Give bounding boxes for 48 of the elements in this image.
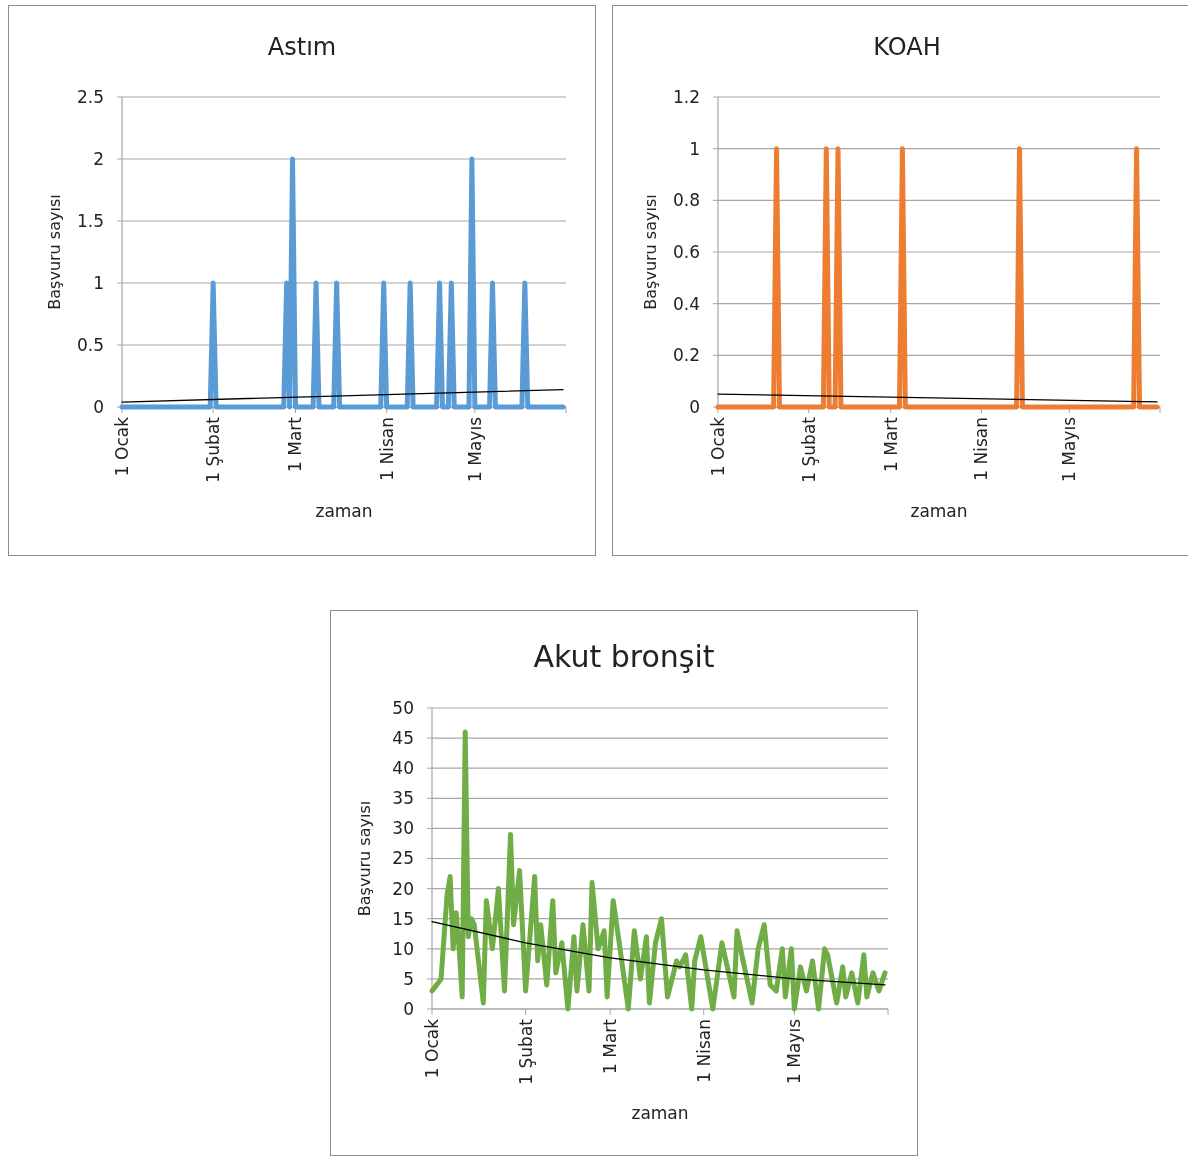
chart-title: Akut bronşit (533, 639, 715, 674)
y-tick-label: 45 (392, 728, 414, 749)
y-tick-label: 10 (392, 938, 414, 959)
y-tick-label: 50 (392, 697, 414, 718)
y-tick-label: 15 (392, 908, 414, 929)
y-tick-label: 5 (403, 968, 414, 989)
y-tick-label: 0.5 (76, 334, 104, 355)
x-tick-label: 1 Mart (600, 1018, 621, 1074)
x-tick-label: 1 Ocak (707, 416, 728, 477)
x-tick-label: 1 Mart (285, 416, 306, 472)
y-axis-title: Başvuru sayısı (45, 194, 64, 310)
y-tick-label: 0.6 (672, 241, 700, 262)
y-tick-label: 20 (392, 878, 414, 899)
y-axis-title: Başvuru sayısı (355, 800, 374, 917)
y-tick-label: 30 (392, 818, 414, 839)
y-tick-label: 0 (403, 998, 414, 1019)
x-tick-label: 1 Şubat (798, 416, 819, 483)
x-axis-title: zaman (631, 1103, 689, 1123)
y-tick-label: 0.2 (672, 345, 700, 366)
x-axis-title: zaman (910, 501, 968, 521)
x-axis-title: zaman (315, 501, 373, 521)
y-axis-title: Başvuru sayısı (641, 194, 660, 310)
chart-title: Astım (267, 33, 337, 61)
y-tick-label: 0.4 (672, 293, 700, 314)
y-tick-label: 2 (93, 148, 104, 169)
y-tick-label: 0 (689, 396, 700, 417)
y-tick-label: 1 (689, 138, 700, 159)
x-tick-label: 1 Şubat (515, 1018, 536, 1085)
x-tick-label: 1 Nisan (376, 417, 397, 481)
x-tick-label: 1 Ocak (111, 416, 132, 477)
x-tick-label: 1 Ocak (421, 1018, 442, 1079)
y-tick-label: 35 (392, 788, 414, 809)
y-tick-label: 1 (93, 272, 104, 293)
chart-title: KOAH (873, 33, 941, 61)
x-tick-label: 1 Mart (880, 416, 901, 472)
x-tick-label: 1 Nisan (971, 417, 992, 481)
x-tick-label: 1 Mayıs (784, 1018, 805, 1084)
y-tick-label: 40 (392, 758, 414, 779)
y-tick-label: 1.2 (672, 86, 700, 107)
y-tick-label: 25 (392, 848, 414, 869)
y-tick-label: 1.5 (76, 210, 104, 231)
x-tick-label: 1 Mayıs (464, 416, 485, 482)
x-tick-label: 1 Mayıs (1059, 416, 1080, 482)
y-tick-label: 2.5 (76, 86, 104, 107)
y-tick-label: 0 (93, 396, 104, 417)
x-tick-label: 1 Şubat (203, 416, 224, 483)
x-tick-label: 1 Nisan (693, 1019, 714, 1083)
y-tick-label: 0.8 (672, 190, 700, 211)
